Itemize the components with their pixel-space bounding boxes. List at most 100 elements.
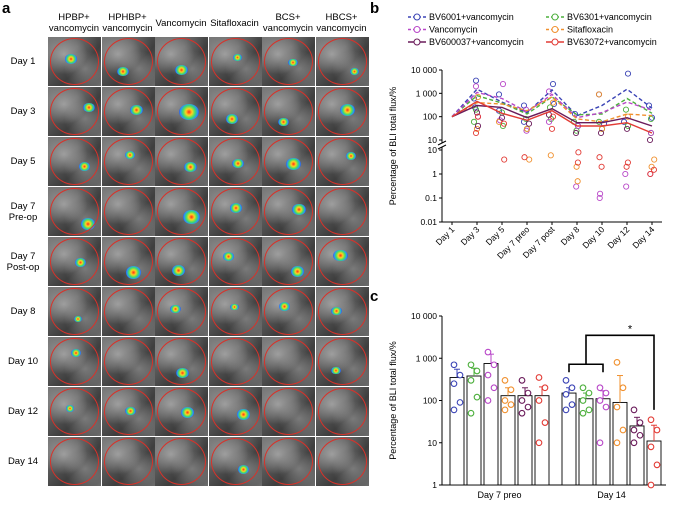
data-point: [473, 109, 481, 116]
data-point: [549, 113, 557, 120]
imaging-cell: [262, 287, 315, 336]
data-point: [575, 149, 582, 156]
data-point: [549, 80, 557, 88]
imaging-cell: [315, 37, 369, 86]
imaging-cell: [315, 187, 369, 236]
data-point: [450, 380, 458, 388]
imaging-cell: [262, 437, 315, 486]
imaging-cell: [315, 387, 369, 436]
imaging-cell: [208, 387, 262, 436]
data-point: [456, 371, 464, 379]
imaging-cell: [155, 187, 208, 236]
data-point: [501, 156, 508, 163]
row-header: Day 14: [7, 456, 39, 467]
region-of-interest-ring: [264, 388, 313, 435]
region-of-interest-ring: [210, 238, 260, 285]
imaging-cell: [208, 437, 262, 486]
data-point: [613, 403, 621, 411]
data-point: [647, 443, 655, 451]
region-of-interest-ring: [103, 188, 153, 235]
x-tick-label: Day 14: [597, 490, 626, 500]
data-point: [545, 88, 553, 95]
x-tick-label: Day 7 preo: [477, 490, 521, 500]
legend-marker: [413, 38, 421, 46]
data-point: [473, 367, 481, 375]
x-tick-label: Day 10: [580, 224, 606, 250]
region-of-interest-ring: [50, 338, 99, 385]
data-point: [636, 419, 644, 426]
legend-marker: [413, 13, 421, 21]
data-point: [653, 461, 661, 469]
data-point: [585, 406, 593, 414]
x-tick-label: Day 3: [459, 224, 482, 247]
region-of-interest-ring: [103, 138, 153, 185]
row-header: Day 10: [7, 356, 39, 367]
data-point: [574, 178, 581, 185]
region-of-interest-ring: [264, 288, 313, 335]
data-point: [500, 120, 508, 127]
region-of-interest-ring: [210, 188, 260, 235]
data-point: [450, 361, 458, 369]
y-tick-label: 0.01: [420, 217, 437, 227]
data-point: [467, 376, 475, 384]
imaging-cell: [155, 337, 208, 386]
data-point: [653, 426, 661, 434]
region-of-interest-ring: [50, 388, 99, 435]
data-point: [474, 122, 482, 130]
legend-label: BV6301+vancomycin: [567, 12, 652, 22]
data-point: [646, 136, 654, 144]
significance-bracket: [585, 334, 655, 410]
data-point: [535, 397, 543, 404]
data-point: [562, 376, 570, 384]
region-of-interest-ring: [210, 438, 260, 485]
y-tick-label: 10 000: [411, 311, 437, 321]
region-of-interest-ring: [157, 438, 206, 485]
bar: [449, 377, 465, 486]
data-point: [562, 390, 570, 398]
data-point: [523, 125, 531, 132]
column-header: HBCS+ vancomycin: [316, 12, 367, 34]
column-header: Vancomycin: [155, 18, 207, 29]
imaging-cell: [101, 437, 155, 486]
y-axis-label: Percentage of BLI total flux/%: [388, 341, 398, 460]
data-point: [545, 118, 553, 125]
data-point: [650, 166, 658, 173]
region-of-interest-ring: [50, 288, 99, 335]
row-header: Day 5: [10, 156, 36, 167]
imaging-cell: [101, 137, 155, 186]
data-point: [450, 406, 458, 414]
series-line: [451, 100, 653, 134]
data-point: [596, 194, 603, 202]
data-point: [484, 371, 492, 379]
data-point: [623, 163, 630, 170]
significance-bracket: [568, 363, 604, 373]
data-point: [622, 170, 629, 178]
imaging-cell: [48, 237, 101, 286]
region-of-interest-ring: [264, 38, 313, 85]
data-point: [535, 374, 543, 381]
imaging-cell: [101, 387, 155, 436]
data-point: [524, 389, 532, 397]
row-header: Day 7 Pre-op: [8, 201, 38, 223]
y-tick-label: 0.1: [425, 193, 437, 203]
data-point: [472, 106, 480, 113]
imaging-cell: [48, 137, 101, 186]
data-point: [473, 125, 481, 132]
imaging-cell: [155, 87, 208, 136]
legend-label: Sitafloxacin: [567, 25, 613, 35]
imaging-cell: [101, 187, 155, 236]
imaging-cell: [155, 137, 208, 186]
region-of-interest-ring: [157, 188, 206, 235]
region-of-interest-ring: [103, 338, 153, 385]
data-point: [473, 393, 481, 401]
y-tick-label: 1 000: [416, 353, 438, 363]
data-point: [518, 397, 526, 404]
row-header: Day 12: [7, 406, 39, 417]
chart-c: 10 000 1 000 100 10 1 Percentage of BLI total…: [388, 311, 666, 500]
imaging-cell: [155, 387, 208, 436]
data-point: [647, 481, 655, 489]
column-header: BCS+ vancomycin: [262, 12, 314, 34]
data-point: [619, 384, 627, 392]
data-point: [472, 129, 480, 137]
